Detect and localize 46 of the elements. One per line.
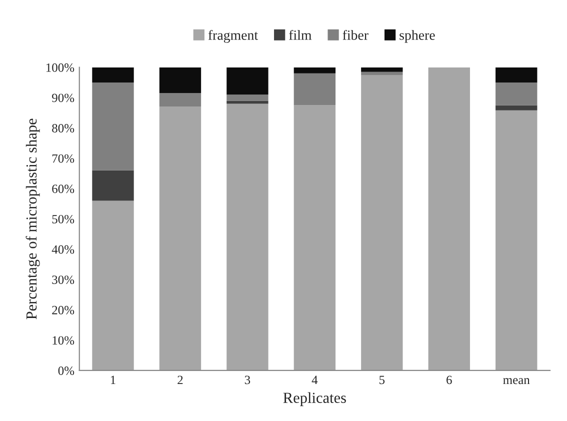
bar bbox=[496, 110, 538, 370]
bar bbox=[496, 105, 538, 110]
x-tick-label: mean bbox=[503, 378, 530, 384]
y-tick-label: 20% bbox=[52, 306, 74, 314]
bar bbox=[92, 170, 134, 201]
y-tick-label: 50% bbox=[52, 214, 74, 224]
y-tick-label: 100% bbox=[46, 63, 74, 72]
x-tick-label: 4 bbox=[312, 376, 318, 384]
x-tick-label: 3 bbox=[244, 376, 250, 384]
legend-label: sphere bbox=[400, 30, 435, 43]
legend-label: fiber bbox=[342, 30, 368, 40]
bar bbox=[226, 94, 268, 101]
bar bbox=[294, 67, 336, 74]
bar bbox=[294, 73, 336, 106]
bar bbox=[361, 72, 403, 75]
bar bbox=[226, 100, 268, 104]
y-tick-label: 0% bbox=[58, 366, 74, 375]
bar bbox=[361, 74, 403, 370]
y-axis-title: Percentage of microplastic shape bbox=[26, 118, 40, 320]
x-tick-label: 2 bbox=[178, 376, 183, 384]
y-tick-label: 70% bbox=[52, 154, 74, 163]
y-tick-label: 30% bbox=[52, 276, 74, 284]
bar bbox=[92, 82, 134, 170]
bar bbox=[159, 106, 202, 370]
legend-label: film bbox=[289, 30, 312, 40]
bar bbox=[428, 67, 470, 370]
bar bbox=[92, 200, 134, 370]
bar bbox=[496, 67, 538, 83]
y-tick-label: 10% bbox=[52, 336, 74, 345]
bar bbox=[294, 105, 336, 370]
bar bbox=[159, 93, 202, 107]
x-tick-label: 6 bbox=[446, 376, 452, 384]
x-axis-title: Replicates bbox=[283, 392, 346, 406]
legend-label: fragment bbox=[208, 30, 258, 43]
bar bbox=[361, 67, 403, 72]
y-tick-label: 60% bbox=[52, 184, 74, 194]
y-tick-label: 90% bbox=[52, 94, 74, 102]
x-tick-label: 1 bbox=[110, 376, 116, 384]
bar bbox=[496, 82, 538, 106]
bar bbox=[159, 67, 202, 94]
y-tick-label: 40% bbox=[52, 245, 74, 254]
y-tick-label: 80% bbox=[52, 124, 74, 132]
bar bbox=[226, 104, 268, 370]
bar bbox=[226, 67, 268, 95]
bar bbox=[92, 67, 134, 83]
x-tick-label: 5 bbox=[380, 376, 385, 384]
